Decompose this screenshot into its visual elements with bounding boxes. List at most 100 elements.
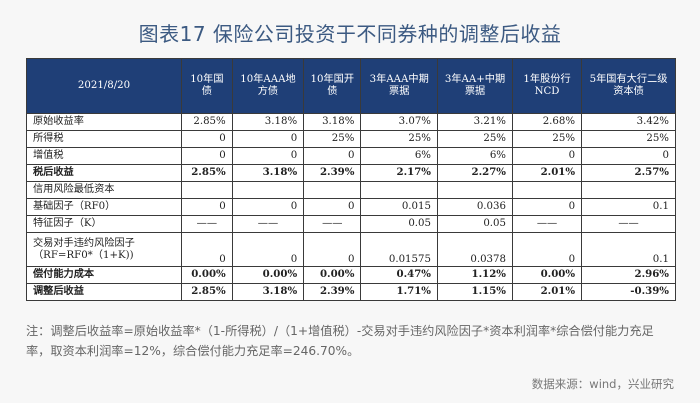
header-col-6: 1年股份行NCD (511, 58, 583, 114)
header-col-1: 10年国债 (181, 58, 233, 114)
table-cell: 0 (303, 232, 362, 267)
row-label: 信用风险最低资本 (26, 181, 182, 199)
table-row: 原始收益率 2.85% 3.18% 3.18% 3.07% 3.21% 2.68% 3.42% (26, 113, 676, 131)
header-col-3: 10年国开债 (303, 58, 362, 114)
table-cell: 0 (181, 130, 233, 148)
table-cell: 0.05 (360, 215, 438, 233)
table-cell (181, 181, 233, 199)
row-label: 交易对手违约风险因子（RF=RF0*（1+K)) (26, 232, 182, 267)
data-source: 数据来源：wind，兴业研究 (531, 377, 674, 391)
table-cell: 0.01575 (360, 232, 438, 267)
table-row: 特征因子（K） —— —— —— 0.05 0.05 —— —— (26, 215, 676, 233)
table-header-row: 2021/8/20 10年国债 10年AAA地方债 10年国开债 3年AAA中期… (26, 58, 676, 114)
table-cell: 2.17% (360, 164, 438, 182)
table-cell: 2.96% (581, 266, 676, 284)
table-cell (360, 181, 438, 199)
table-cell: 0.1 (581, 198, 676, 216)
table-cell: 25% (511, 130, 583, 148)
table-cell: 0 (303, 198, 362, 216)
table-cell: 0.05 (437, 215, 513, 233)
table-cell: 3.18% (303, 113, 362, 131)
header-col-7: 5年国有大行二级资本债 (581, 58, 676, 114)
table-cell: 2.39% (303, 164, 362, 182)
table-cell: 2.85% (181, 113, 233, 131)
table-cell: 25% (437, 130, 513, 148)
table-cell: 0 (181, 198, 233, 216)
table-cell: 0 (181, 232, 233, 267)
row-label: 增值税 (26, 147, 182, 165)
table-cell (511, 181, 583, 199)
table-cell (437, 181, 513, 199)
table-cell: 0 (511, 198, 583, 216)
table-cell (303, 181, 362, 199)
table-cell: -0.39% (581, 283, 676, 301)
row-label: 调整后收益 (26, 283, 182, 301)
table-cell: 0 (231, 232, 305, 267)
table-cell: 0.00% (181, 266, 233, 284)
table-cell: 25% (303, 130, 362, 148)
header-col-5: 3年AA+中期票据 (437, 58, 513, 114)
table-cell: 0 (231, 147, 305, 165)
table-cell: 0 (511, 232, 583, 267)
table-cell: 2.85% (181, 283, 233, 301)
table-cell: 0 (303, 147, 362, 165)
table-cell: 2.01% (511, 164, 583, 182)
table-cell: 0.015 (360, 198, 438, 216)
table-row: 交易对手违约风险因子（RF=RF0*（1+K)) 0 0 0 0.01575 0.0378… (26, 232, 676, 267)
table-cell: 0.00% (511, 266, 583, 284)
table-cell: 0 (581, 147, 676, 165)
table-cell: 3.18% (231, 164, 305, 182)
table-cell: 2.68% (511, 113, 583, 131)
table-cell: 6% (437, 147, 513, 165)
table-row: 基础因子（RF0） 0 0 0 0.015 0.036 0 0.1 (26, 198, 676, 216)
table-cell: 2.39% (303, 283, 362, 301)
row-label: 偿付能力成本 (26, 266, 182, 284)
table-cell: 2.85% (181, 164, 233, 182)
table-cell: 3.42% (581, 113, 676, 131)
row-label: 税后收益 (26, 164, 182, 182)
table-cell: 0.1 (581, 232, 676, 267)
table-cell: 6% (360, 147, 438, 165)
table-cell: 2.57% (581, 164, 676, 182)
table-cell: 0 (231, 130, 305, 148)
table-cell: 0.47% (360, 266, 438, 284)
table-cell: 3.21% (437, 113, 513, 131)
table-row: 调整后收益 2.85% 3.18% 2.39% 1.71% 1.15% 2.01% -0.39… (26, 283, 676, 301)
row-label: 基础因子（RF0） (26, 198, 182, 216)
table-row: 税后收益 2.85% 3.18% 2.39% 2.17% 2.27% 2.01% 2.57% (26, 164, 676, 182)
table-cell: 1.12% (437, 266, 513, 284)
table-cell (231, 181, 305, 199)
footnote: 注：调整后收益率=原始收益率*（1-所得税）/（1+增值税）-交易对手违约风险因… (26, 324, 654, 358)
table-cell: 1.71% (360, 283, 438, 301)
table-cell: 3.07% (360, 113, 438, 131)
row-label: 原始收益率 (26, 113, 182, 131)
table-cell: 25% (581, 130, 676, 148)
table-cell: —— (511, 215, 583, 233)
table-cell: —— (181, 215, 233, 233)
header-col-2: 10年AAA地方债 (231, 58, 305, 114)
table-cell: —— (581, 215, 676, 233)
row-label: 特征因子（K） (26, 215, 182, 233)
table-cell: 0.00% (231, 266, 305, 284)
table-row: 增值税 0 0 0 6% 6% 0 0 (26, 147, 676, 165)
table-cell (581, 181, 676, 199)
chart-title: 图表17 保险公司投资于不同券种的调整后收益 (138, 22, 562, 46)
table-cell: 2.01% (511, 283, 583, 301)
table-cell: 0 (231, 198, 305, 216)
table-cell: 25% (360, 130, 438, 148)
row-label: 所得税 (26, 130, 182, 148)
table-cell: 2.27% (437, 164, 513, 182)
header-date: 2021/8/20 (26, 58, 182, 114)
table-cell: 3.18% (231, 283, 305, 301)
table-cell: 0.00% (303, 266, 362, 284)
table-row: 信用风险最低资本 (26, 181, 676, 199)
table-cell: 1.15% (437, 283, 513, 301)
table-cell: 0.036 (437, 198, 513, 216)
table-cell: —— (231, 215, 305, 233)
table-cell: 0 (511, 147, 583, 165)
table-body: 原始收益率 2.85% 3.18% 3.18% 3.07% 3.21% 2.68% 3.42%… (26, 113, 676, 301)
table-cell: 0 (181, 147, 233, 165)
yield-table: 2021/8/20 10年国债 10年AAA地方债 10年国开债 3年AAA中期… (26, 58, 676, 301)
table-cell: 0.0378 (437, 232, 513, 267)
table-row: 所得税 0 0 25% 25% 25% 25% 25% (26, 130, 676, 148)
